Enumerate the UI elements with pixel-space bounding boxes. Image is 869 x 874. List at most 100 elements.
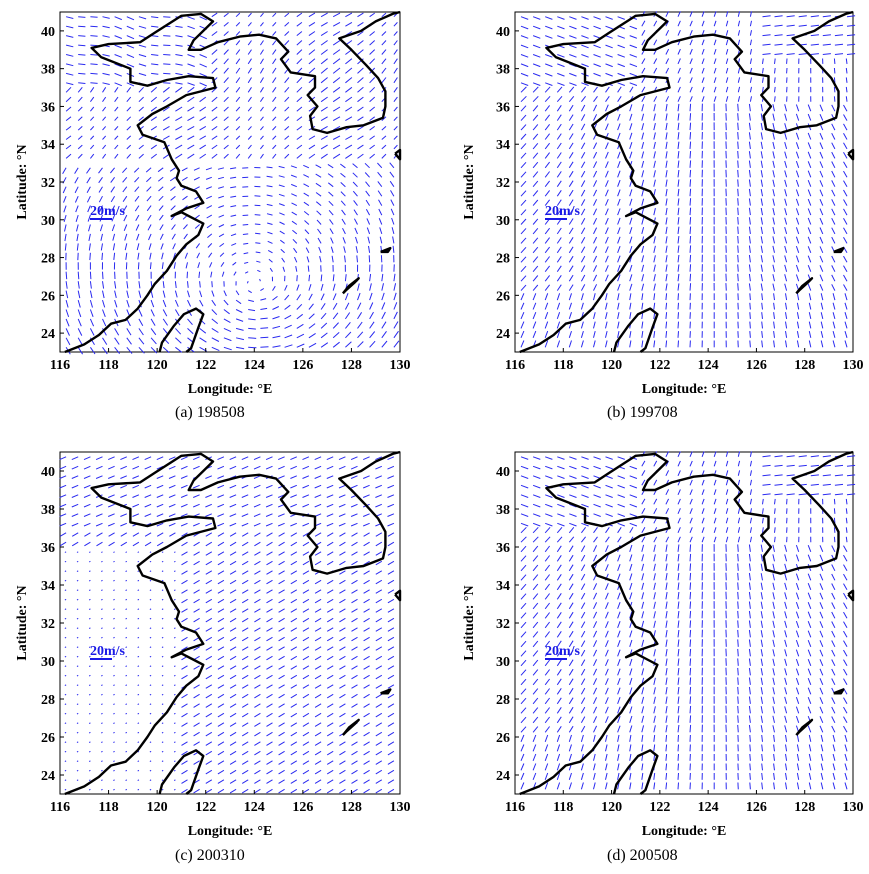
- wind-vector: [605, 312, 608, 320]
- wind-vector: [102, 63, 110, 67]
- wind-vector: [149, 262, 152, 270]
- wind-vector: [641, 658, 645, 666]
- wind-vector: [196, 252, 201, 259]
- wind-vector: [605, 782, 608, 790]
- wind-vector: [339, 608, 346, 613]
- wind-vector: [784, 611, 788, 619]
- wind-vector: [629, 582, 633, 590]
- wind-vector: [391, 227, 395, 235]
- wind-vector: [272, 306, 280, 310]
- wind-vector: [641, 67, 646, 74]
- wind-vector: [86, 177, 91, 184]
- wind-vector: [784, 264, 788, 272]
- wind-vector: [641, 293, 644, 301]
- wind-vector: [59, 494, 67, 498]
- wind-vector: [363, 494, 370, 498]
- wind-vector: [568, 687, 574, 695]
- wind-vector: [113, 551, 115, 553]
- wind-vector: [677, 782, 679, 790]
- wind-vector: [795, 630, 800, 638]
- wind-vector: [259, 67, 264, 74]
- wind-vector: [363, 712, 370, 718]
- wind-vector: [101, 741, 103, 744]
- wind-vector: [833, 96, 836, 102]
- wind-vector: [138, 318, 144, 326]
- wind-vector: [605, 113, 609, 121]
- coastline-island: [847, 148, 855, 161]
- wind-vector: [393, 67, 398, 74]
- wind-vector: [786, 53, 795, 55]
- wind-vector: [101, 617, 103, 620]
- wind-vector: [772, 639, 775, 647]
- wind-vector: [568, 649, 574, 657]
- wind-vector: [520, 574, 527, 581]
- wind-vector: [772, 668, 775, 676]
- wind-vector: [363, 627, 370, 632]
- wind-vector: [629, 734, 632, 742]
- wind-vector: [125, 788, 128, 791]
- wind-vector: [556, 650, 562, 657]
- wind-vector: [149, 779, 152, 782]
- wind-vector: [332, 86, 341, 93]
- wind-vector: [677, 508, 681, 514]
- wind-vector: [653, 706, 656, 714]
- wind-vector: [580, 659, 586, 667]
- wind-vector: [243, 242, 249, 245]
- wind-vector: [605, 123, 609, 131]
- wind-vector: [844, 753, 848, 761]
- wind-vector: [581, 35, 589, 39]
- wind-vector: [568, 123, 574, 131]
- wind-vector: [544, 536, 551, 543]
- wind-vector: [65, 116, 72, 121]
- wind-vector: [314, 627, 322, 632]
- wind-vector: [617, 132, 621, 140]
- wind-vector: [151, 72, 159, 75]
- wind-vector: [235, 31, 241, 36]
- wind-vector: [345, 135, 353, 140]
- wind-vector: [71, 503, 79, 508]
- wind-vector: [308, 40, 316, 46]
- wind-vector: [605, 161, 609, 169]
- wind-vector: [617, 592, 621, 600]
- wind-vector: [175, 44, 183, 47]
- wind-vector: [713, 96, 717, 102]
- wind-vector: [737, 591, 739, 600]
- wind-vector: [161, 769, 164, 772]
- wind-vector: [641, 563, 645, 571]
- wind-vector: [568, 152, 574, 159]
- wind-vector: [314, 769, 322, 775]
- caption-c: (c) 200310: [175, 847, 245, 864]
- wind-vector: [62, 186, 67, 194]
- x-tick-label: 128: [794, 800, 815, 815]
- wind-vector: [132, 541, 140, 547]
- wind-vector: [629, 725, 633, 733]
- wind-vector: [144, 456, 152, 461]
- wind-vector: [88, 712, 91, 715]
- wind-vector: [229, 693, 237, 699]
- wind-vector: [774, 498, 776, 505]
- wind-vector: [544, 772, 549, 780]
- wind-vector: [308, 106, 316, 112]
- wind-vector: [175, 82, 183, 85]
- wind-vector: [568, 114, 574, 121]
- wind-vector: [725, 48, 729, 55]
- wind-vector: [761, 744, 763, 752]
- wind-vector: [831, 189, 836, 197]
- wind-vector: [102, 87, 107, 93]
- wind-vector: [520, 734, 525, 742]
- wind-vector: [807, 236, 812, 244]
- coastline-island: [341, 718, 360, 736]
- wind-vector: [314, 750, 322, 756]
- wind-vector: [350, 484, 358, 489]
- y-tick-label: 30: [496, 655, 510, 670]
- wind-vector: [381, 331, 387, 339]
- wind-vector: [205, 760, 213, 765]
- wind-vector: [88, 598, 91, 601]
- wind-vector: [175, 144, 183, 150]
- wind-vector: [217, 693, 225, 699]
- wind-vector: [568, 86, 575, 93]
- wind-vector: [345, 21, 353, 27]
- x-tick-label: 126: [292, 800, 313, 815]
- wind-vector: [302, 693, 310, 699]
- wind-vector: [205, 779, 213, 784]
